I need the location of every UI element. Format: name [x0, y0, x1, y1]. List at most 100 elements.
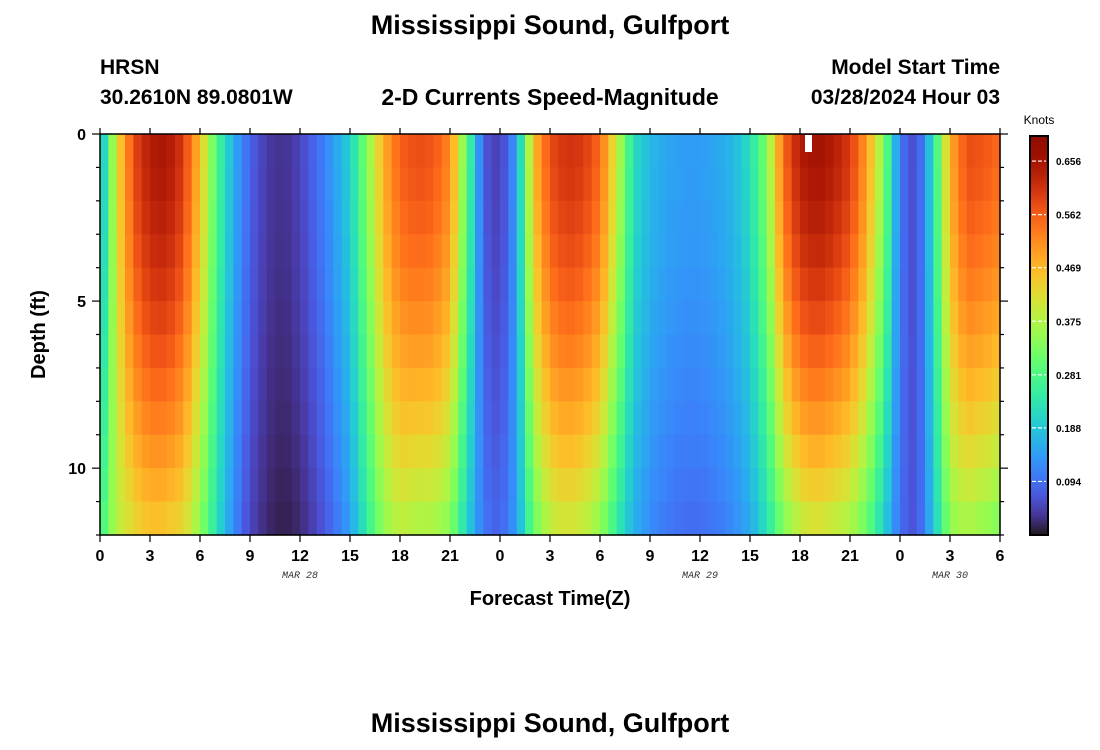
- heatmap-cell: [408, 234, 418, 269]
- heatmap-cell: [200, 267, 209, 302]
- heatmap-cell: [983, 501, 993, 536]
- heatmap-cell: [341, 134, 351, 169]
- heatmap-cell: [816, 501, 826, 536]
- heatmap-cell: [950, 468, 959, 503]
- heatmap-cell: [366, 401, 376, 436]
- heatmap-cell: [133, 401, 143, 436]
- heatmap-cell: [808, 301, 818, 336]
- heatmap-cell: [225, 234, 234, 269]
- heatmap-cell: [883, 134, 893, 169]
- heatmap-cell: [883, 301, 893, 336]
- heatmap-cell: [400, 468, 409, 503]
- heatmap-cell: [366, 434, 376, 469]
- heatmap-cell: [583, 301, 593, 336]
- heatmap-cell: [791, 367, 801, 402]
- heatmap-cell: [658, 401, 668, 436]
- heatmap-cell: [133, 468, 143, 503]
- heatmap-cell: [241, 301, 251, 336]
- heatmap-cell: [925, 200, 934, 235]
- heatmap-cell: [741, 401, 751, 436]
- heatmap-cell: [733, 301, 743, 336]
- heatmap-cell: [650, 401, 659, 436]
- heatmap-cell: [516, 134, 526, 169]
- heatmap-cell: [183, 468, 193, 503]
- heatmap-cell: [783, 334, 793, 369]
- heatmap-cell: [466, 401, 476, 436]
- heatmap-cell: [600, 367, 609, 402]
- heatmap-cell: [166, 434, 176, 469]
- heatmap-cell: [900, 267, 909, 302]
- heatmap-cell: [608, 200, 618, 235]
- heatmap-cell: [808, 501, 818, 536]
- heatmap-cell: [200, 167, 209, 202]
- heatmap-cell: [758, 301, 768, 336]
- heatmap-cell: [600, 200, 609, 235]
- heatmap-cell: [366, 501, 376, 536]
- heatmap-cell: [591, 267, 601, 302]
- heatmap-cell: [391, 334, 401, 369]
- heatmap-cell: [375, 134, 384, 169]
- heatmap-cell: [791, 334, 801, 369]
- heatmap-cell: [400, 200, 409, 235]
- heatmap-cell: [716, 167, 726, 202]
- heatmap-cell: [183, 334, 193, 369]
- heatmap-cell: [875, 434, 884, 469]
- heatmap-cell: [558, 501, 568, 536]
- heatmap-cell: [608, 334, 618, 369]
- heatmap-cell: [666, 501, 676, 536]
- heatmap-cell: [633, 167, 643, 202]
- heatmap-cell: [550, 434, 559, 469]
- heatmap-cell: [166, 401, 176, 436]
- heatmap-cell: [758, 401, 768, 436]
- heatmap-cell: [800, 501, 809, 536]
- heatmap-cell: [441, 434, 451, 469]
- heatmap-cell: [900, 200, 909, 235]
- heatmap-cell: [783, 468, 793, 503]
- heatmap-cell: [766, 301, 776, 336]
- heatmap-cell: [583, 134, 593, 169]
- heatmap-cell: [700, 234, 709, 269]
- heatmap-cell: [508, 468, 518, 503]
- heatmap-cell: [841, 167, 851, 202]
- heatmap-cell: [475, 468, 484, 503]
- heatmap-cell: [200, 367, 209, 402]
- heatmap-cell: [533, 334, 543, 369]
- heatmap-cell: [133, 234, 143, 269]
- heatmap-cell: [158, 334, 168, 369]
- heatmap-cell: [508, 167, 518, 202]
- heatmap-cell: [866, 167, 876, 202]
- heatmap-cell: [333, 200, 343, 235]
- heatmap-cell: [508, 200, 518, 235]
- heatmap-cell: [225, 267, 234, 302]
- heatmap-cell: [150, 167, 159, 202]
- heatmap-cell: [491, 401, 501, 436]
- footer-title: Mississippi Sound, Gulfport: [370, 708, 730, 738]
- heatmap-cell: [708, 167, 718, 202]
- heatmap-cell: [725, 468, 734, 503]
- heatmap-cell: [466, 200, 476, 235]
- heatmap-cell: [925, 301, 934, 336]
- heatmap-cell: [400, 501, 409, 536]
- heatmap-cell: [275, 334, 284, 369]
- heatmap-cell: [900, 334, 909, 369]
- heatmap-cell: [158, 301, 168, 336]
- heatmap-cell: [716, 134, 726, 169]
- heatmap-cell: [775, 167, 784, 202]
- heatmap-cell: [216, 200, 226, 235]
- heatmap-cell: [291, 401, 301, 436]
- heatmap-cell: [283, 301, 293, 336]
- colorbar-tick-label: 0.656: [1056, 157, 1081, 168]
- heatmap-cell: [433, 234, 443, 269]
- heatmap-cell: [558, 401, 568, 436]
- heatmap-cell: [300, 134, 309, 169]
- heatmap-cell: [641, 501, 651, 536]
- heatmap-cell: [191, 301, 201, 336]
- heatmap-cell: [516, 367, 526, 402]
- heatmap-cell: [133, 134, 143, 169]
- heatmap-cell: [883, 267, 893, 302]
- heatmap-cell: [833, 167, 843, 202]
- heatmap-cell: [891, 501, 901, 536]
- heatmap-cell: [566, 401, 576, 436]
- heatmap-cell: [758, 501, 768, 536]
- heatmap-cell: [750, 200, 759, 235]
